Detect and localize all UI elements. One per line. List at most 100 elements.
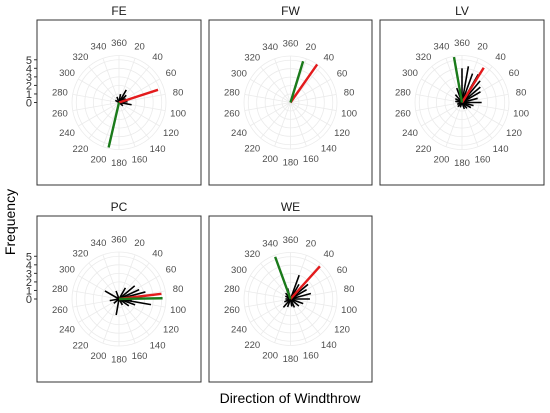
grid-spoke xyxy=(290,94,337,103)
grid-spoke xyxy=(102,298,120,344)
windthrow-segment xyxy=(104,290,120,300)
grid-spoke xyxy=(244,298,291,308)
direction-label: 300 xyxy=(59,265,75,276)
y-tick-label: 4 xyxy=(26,63,32,75)
grid-spoke xyxy=(290,102,321,139)
direction-label: 160 xyxy=(132,154,148,165)
grid-spoke xyxy=(250,298,291,323)
direction-label: 200 xyxy=(262,154,278,165)
direction-label: 120 xyxy=(163,325,179,336)
grid-spoke xyxy=(250,102,291,127)
grid-spoke xyxy=(290,298,337,308)
panel-title-fw: FW xyxy=(281,4,300,18)
direction-label: 240 xyxy=(402,128,418,139)
grid-spoke xyxy=(250,78,291,103)
direction-label: 320 xyxy=(73,249,89,260)
grid-spoke xyxy=(290,298,331,323)
windthrow-segment xyxy=(115,290,120,300)
direction-label: 300 xyxy=(231,68,247,79)
mean-direction-segment xyxy=(289,265,321,300)
grid-spoke xyxy=(118,298,136,344)
grid-spoke xyxy=(244,290,291,300)
grid-spoke xyxy=(78,102,120,127)
direction-label: 60 xyxy=(166,68,177,79)
panel-title-fe: FE xyxy=(111,4,126,18)
direction-label: 220 xyxy=(416,144,432,155)
direction-label: 200 xyxy=(262,350,278,361)
direction-label: 360 xyxy=(283,39,299,50)
direction-label: 340 xyxy=(91,238,107,249)
grid-spoke xyxy=(72,102,120,112)
direction-label: 40 xyxy=(323,249,334,260)
direction-label: 160 xyxy=(132,351,148,362)
direction-label: 20 xyxy=(134,42,145,53)
direction-label: 60 xyxy=(337,265,348,276)
windthrow-segment xyxy=(290,292,312,300)
grid-spoke xyxy=(290,102,307,147)
direction-label: 240 xyxy=(231,128,247,139)
direction-label: 220 xyxy=(73,144,89,155)
direction-label: 180 xyxy=(283,354,299,365)
direction-label: 40 xyxy=(495,52,506,63)
grid-spoke xyxy=(431,102,463,139)
direction-label: 40 xyxy=(152,249,163,260)
direction-label: 240 xyxy=(231,324,247,335)
y-tick-label: 3 xyxy=(26,72,32,84)
direction-label: 200 xyxy=(434,154,450,165)
direction-label: 340 xyxy=(262,239,278,250)
direction-label: 140 xyxy=(321,144,337,155)
direction-label: 240 xyxy=(59,325,75,336)
direction-label: 260 xyxy=(224,108,240,119)
direction-label: 200 xyxy=(91,154,107,165)
grid-spoke xyxy=(290,78,331,103)
windthrow-segment xyxy=(118,285,136,300)
direction-label: 40 xyxy=(323,52,334,63)
direction-label: 140 xyxy=(321,340,337,351)
grid-spoke xyxy=(421,102,463,127)
direction-label: 200 xyxy=(91,351,107,362)
direction-label: 180 xyxy=(111,355,127,366)
y-tick-label: 5 xyxy=(26,251,32,263)
direction-label: 340 xyxy=(91,42,107,53)
direction-label: 240 xyxy=(59,128,75,139)
direction-label: 260 xyxy=(224,305,240,316)
direction-label: 20 xyxy=(306,42,317,53)
direction-label: 280 xyxy=(395,88,411,99)
grid-spoke xyxy=(244,102,291,111)
windthrow-segment xyxy=(116,96,120,103)
grid-spoke xyxy=(118,254,136,300)
y-tick-label: 2 xyxy=(26,80,32,92)
grid-spoke xyxy=(415,93,463,103)
direction-label: 360 xyxy=(111,235,127,246)
direction-label: 280 xyxy=(224,88,240,99)
direction-label: 80 xyxy=(516,88,527,99)
y-tick-label: 4 xyxy=(26,260,32,272)
grid-spoke xyxy=(88,66,120,103)
direction-label: 260 xyxy=(395,108,411,119)
grid-spoke xyxy=(88,102,120,139)
windthrow-segment xyxy=(461,91,481,104)
direction-label: 160 xyxy=(303,154,319,165)
grid-spoke xyxy=(274,58,291,103)
grid-spoke xyxy=(88,298,120,336)
direction-label: 80 xyxy=(344,88,355,99)
grid-spoke xyxy=(445,102,463,147)
grid-spoke xyxy=(421,78,463,103)
grid-spoke xyxy=(88,262,120,300)
direction-label: 100 xyxy=(341,305,357,316)
panel-title-lv: LV xyxy=(455,4,469,18)
panel-border xyxy=(379,19,545,186)
direction-label: 120 xyxy=(163,128,179,139)
grid-spoke xyxy=(260,263,291,300)
mean-direction-segment xyxy=(289,63,319,104)
direction-label: 280 xyxy=(52,88,68,99)
direction-label: 340 xyxy=(262,42,278,53)
direction-label: 180 xyxy=(283,158,299,169)
direction-label: 300 xyxy=(59,68,75,79)
